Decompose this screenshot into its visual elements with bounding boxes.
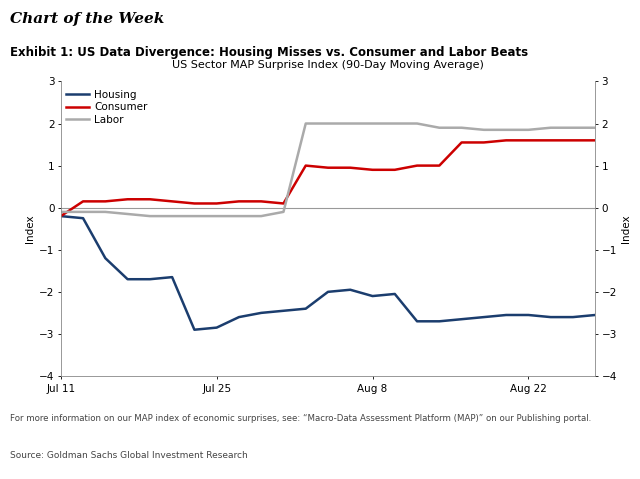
Text: Source: Goldman Sachs Global Investment Research: Source: Goldman Sachs Global Investment … bbox=[10, 451, 247, 460]
Text: US Sector MAP Surprise Index (90-Day Moving Average): US Sector MAP Surprise Index (90-Day Mov… bbox=[172, 60, 484, 69]
Text: Chart of the Week: Chart of the Week bbox=[10, 12, 164, 26]
Y-axis label: Index: Index bbox=[25, 215, 35, 243]
Text: For more information on our MAP index of economic surprises, see: “Macro-Data As: For more information on our MAP index of… bbox=[10, 414, 591, 423]
Y-axis label: Index: Index bbox=[621, 215, 631, 243]
Text: Exhibit 1: US Data Divergence: Housing Misses vs. Consumer and Labor Beats: Exhibit 1: US Data Divergence: Housing M… bbox=[10, 46, 528, 58]
Legend: Housing, Consumer, Labor: Housing, Consumer, Labor bbox=[66, 90, 147, 125]
